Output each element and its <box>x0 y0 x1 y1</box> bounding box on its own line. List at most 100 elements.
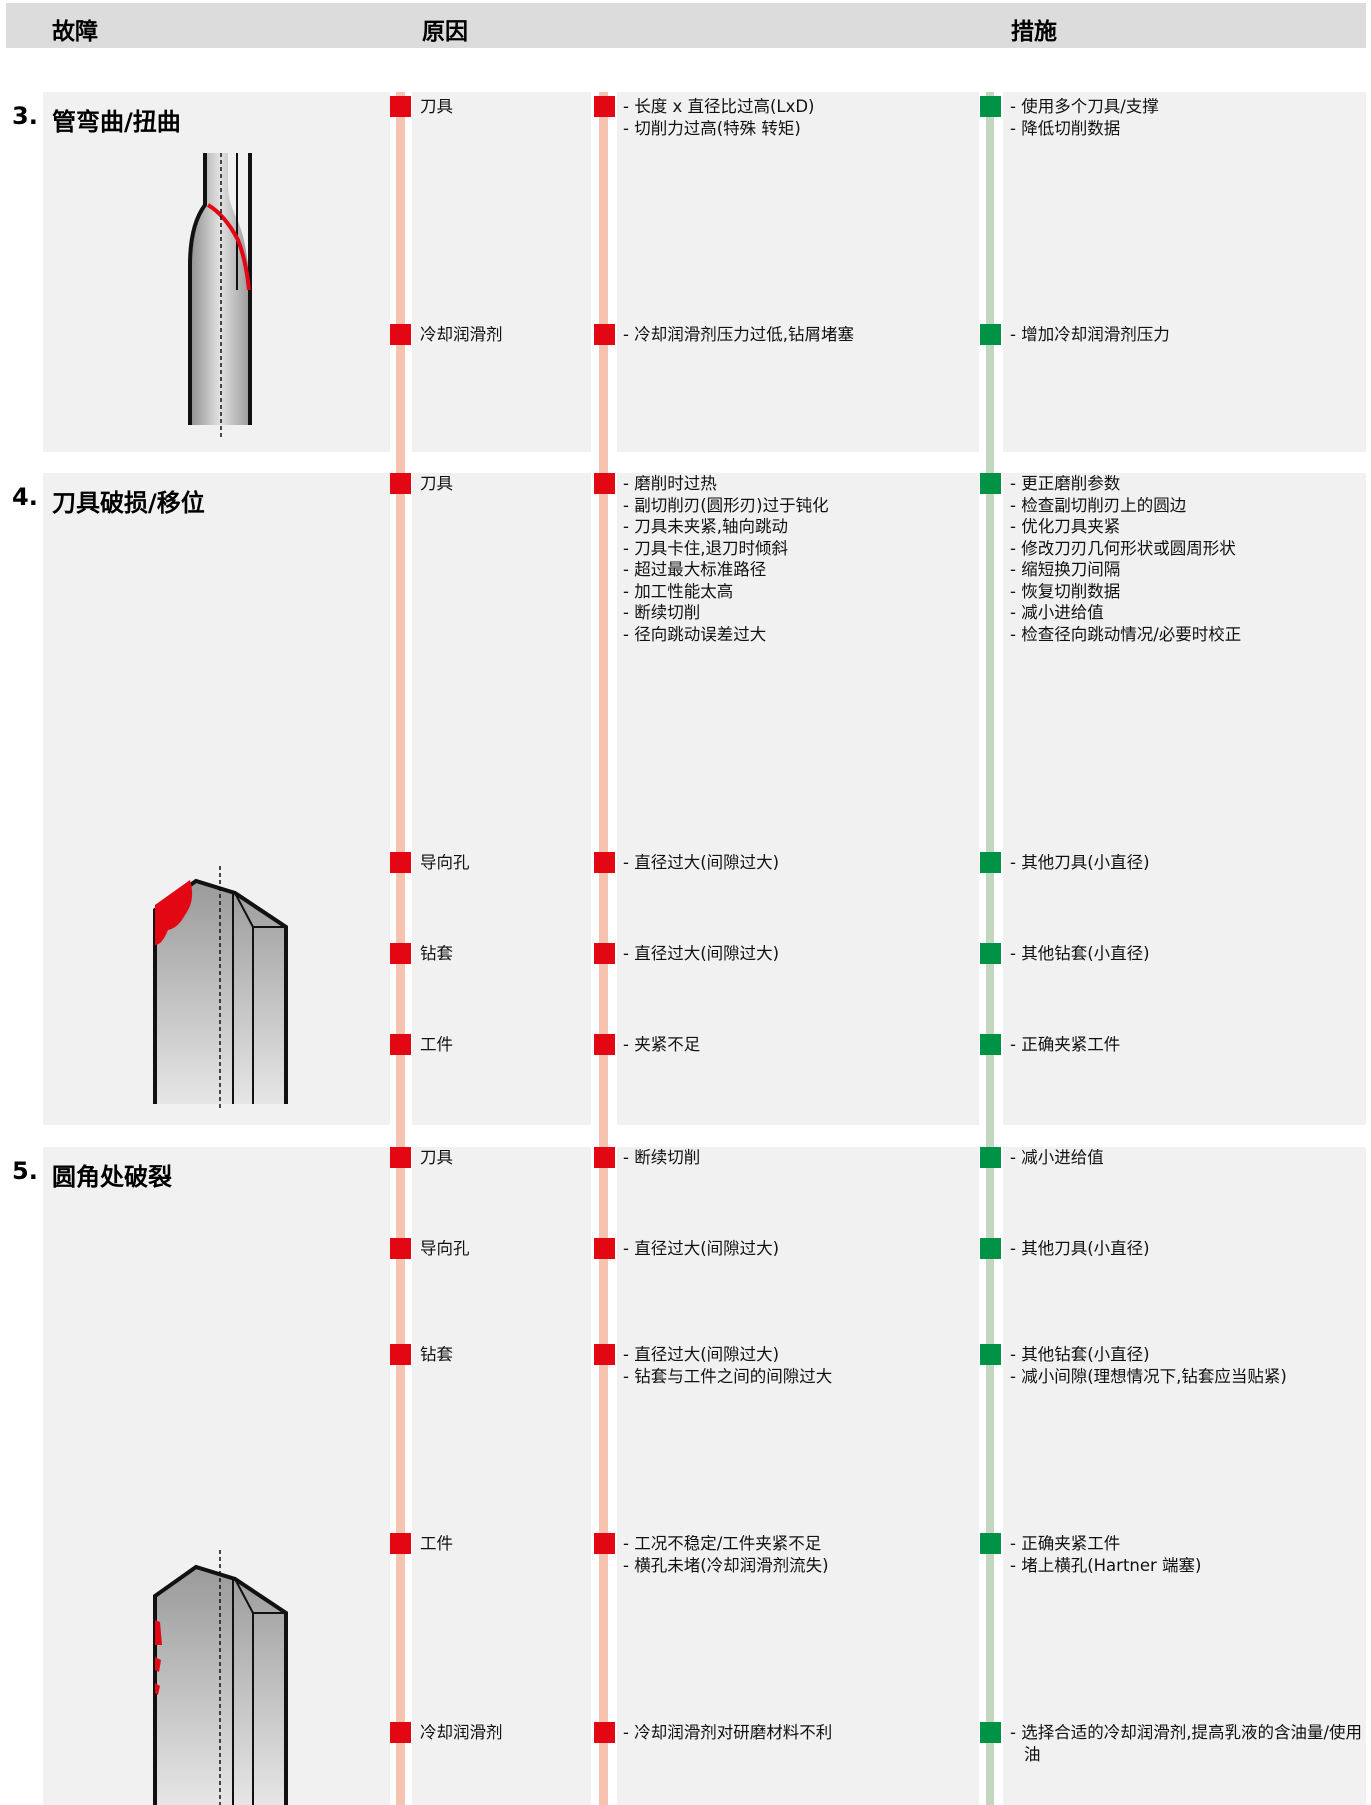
reason-marker <box>594 852 615 873</box>
header-bar <box>6 3 1366 48</box>
cause-label: 工件 <box>420 1534 453 1553</box>
reason-item: - 夹紧不足 <box>623 1035 701 1054</box>
reason-item: - 直径过大(间隙过大) <box>623 944 780 963</box>
header-fault: 故障 <box>52 19 98 45</box>
measure-list: - 其他刀具(小直径) <box>1010 1238 1362 1260</box>
measure-item: - 堵上横孔(Hartner 端塞) <box>1010 1555 1202 1575</box>
cause-label: 工件 <box>420 1035 453 1054</box>
reason-item: - 切削力过高(特殊 转矩) <box>623 118 801 138</box>
cause-marker <box>390 852 411 873</box>
reason-marker <box>594 943 615 964</box>
fault-cell <box>43 92 390 452</box>
measure-item: - 正确夹紧工件 <box>1010 1534 1121 1553</box>
reason-item: - 断续切削 <box>623 603 701 622</box>
reason-marker <box>594 1533 615 1554</box>
cause-label: 冷却润滑剂 <box>420 1723 503 1742</box>
reason-item: - 加工性能太高 <box>623 581 734 601</box>
reason-list: - 磨削时过热 - 副切削刃(圆形刃)过于钝化 - 刀具未夹紧,轴向跳动 - 刀具卡住… <box>623 473 973 645</box>
reason-item: - 磨削时过热 <box>623 474 717 493</box>
cause-marker <box>390 1034 411 1055</box>
section-number: 3. <box>12 102 38 130</box>
cause-label: 导向孔 <box>420 1239 470 1258</box>
measure-marker <box>980 1147 1001 1168</box>
reason-item: - 冷却润滑剂对研磨材料不利 <box>623 1723 833 1742</box>
fault-cell <box>43 473 390 1125</box>
measure-item: - 增加冷却润滑剂压力 <box>1010 325 1170 344</box>
reason-list: - 夹紧不足 <box>623 1034 973 1056</box>
measure-marker <box>980 324 1001 345</box>
measure-cell <box>1003 92 1366 452</box>
measure-item: - 更正磨削参数 <box>1010 474 1121 493</box>
measure-list: - 其他钻套(小直径) <box>1010 943 1362 965</box>
cause-label: 导向孔 <box>420 853 470 872</box>
reason-list: - 直径过大(间隙过大) <box>623 852 973 874</box>
measure-item: - 恢复切削数据 <box>1010 581 1121 601</box>
reason-cell <box>617 1147 979 1805</box>
measure-item: - 优化刀具夹紧 <box>1010 517 1121 536</box>
cause-marker <box>390 96 411 117</box>
measure-list: - 正确夹紧工件 <box>1010 1034 1362 1056</box>
reason-list: - 工况不稳定/工件夹紧不足 - 横孔未堵(冷却润滑剂流失) <box>623 1533 973 1576</box>
measure-item: - 其他钻套(小直径) <box>1010 944 1150 963</box>
measure-marker <box>980 1238 1001 1259</box>
cause-label: 刀具 <box>420 97 453 116</box>
reason-marker <box>594 473 615 494</box>
reason-item: - 直径过大(间隙过大) <box>623 1345 780 1364</box>
measure-item: - 正确夹紧工件 <box>1010 1035 1121 1054</box>
reason-item: - 冷却润滑剂压力过低,钻屑堵塞 <box>623 325 854 344</box>
measure-list: - 正确夹紧工件 - 堵上横孔(Hartner 端塞) <box>1010 1533 1362 1576</box>
reason-list: - 冷却润滑剂压力过低,钻屑堵塞 <box>623 324 973 346</box>
measure-item: - 其他刀具(小直径) <box>1010 1239 1150 1258</box>
reason-cell <box>617 92 979 452</box>
fault-cell <box>43 1147 390 1805</box>
cause-cell <box>412 92 591 452</box>
cause-marker <box>390 1344 411 1365</box>
section-number: 4. <box>12 483 38 511</box>
measure-item: - 选择合适的冷却润滑剂,提高乳液的含油量/使用油 <box>1010 1723 1363 1764</box>
reason-marker <box>594 1034 615 1055</box>
measure-item: - 缩短换刀间隔 <box>1010 560 1121 579</box>
reason-cell <box>617 473 979 1125</box>
measure-item: - 使用多个刀具/支撑 <box>1010 97 1159 116</box>
reason-item: - 副切削刃(圆形刃)过于钝化 <box>623 495 829 515</box>
measure-marker <box>980 1034 1001 1055</box>
reason-item: - 径向跳动误差过大 <box>623 624 767 644</box>
measure-list: - 增加冷却润滑剂压力 <box>1010 324 1362 346</box>
measure-marker <box>980 1344 1001 1365</box>
measure-item: - 检查径向跳动情况/必要时校正 <box>1010 624 1242 644</box>
reason-marker <box>594 324 615 345</box>
measure-item: - 检查副切削刃上的圆边 <box>1010 495 1187 515</box>
cause-label: 钻套 <box>420 944 453 963</box>
measure-item: - 减小间隙(理想情况下,钻套应当贴紧) <box>1010 1366 1287 1386</box>
reason-item: - 断续切削 <box>623 1148 701 1167</box>
reason-marker <box>594 1344 615 1365</box>
reason-marker <box>594 1147 615 1168</box>
header-cause: 原因 <box>422 19 468 45</box>
reason-list: - 断续切削 <box>623 1147 973 1169</box>
reason-list: - 直径过大(间隙过大) <box>623 1238 973 1260</box>
reason-item: - 刀具未夹紧,轴向跳动 <box>623 517 788 536</box>
reason-item: - 钻套与工件之间的间隙过大 <box>623 1366 833 1386</box>
reason-item: - 工况不稳定/工件夹紧不足 <box>623 1534 822 1553</box>
header-measure: 措施 <box>1011 19 1057 45</box>
cause-marker <box>390 943 411 964</box>
reason-list: - 直径过大(间隙过大) <box>623 943 973 965</box>
measure-list: - 选择合适的冷却润滑剂,提高乳液的含油量/使用油 <box>1010 1722 1362 1765</box>
cause-label: 冷却润滑剂 <box>420 325 503 344</box>
section-title: 圆角处破裂 <box>52 1163 172 1191</box>
measure-item: - 修改刀刃几何形状或圆周形状 <box>1010 538 1236 558</box>
measure-marker <box>980 96 1001 117</box>
section-title: 刀具破损/移位 <box>52 489 205 517</box>
reason-marker <box>594 1722 615 1743</box>
cause-marker <box>390 1238 411 1259</box>
reason-marker <box>594 96 615 117</box>
reason-item: - 直径过大(间隙过大) <box>623 853 780 872</box>
reason-item: - 长度 x 直径比过高(LxD) <box>623 97 815 116</box>
reason-item: - 直径过大(间隙过大) <box>623 1239 780 1258</box>
measure-cell <box>1003 473 1366 1125</box>
cause-label: 钻套 <box>420 1345 453 1364</box>
measure-item: - 降低切削数据 <box>1010 118 1121 138</box>
reason-list: - 长度 x 直径比过高(LxD) - 切削力过高(特殊 转矩) <box>623 96 973 139</box>
measure-list: - 其他刀具(小直径) <box>1010 852 1362 874</box>
